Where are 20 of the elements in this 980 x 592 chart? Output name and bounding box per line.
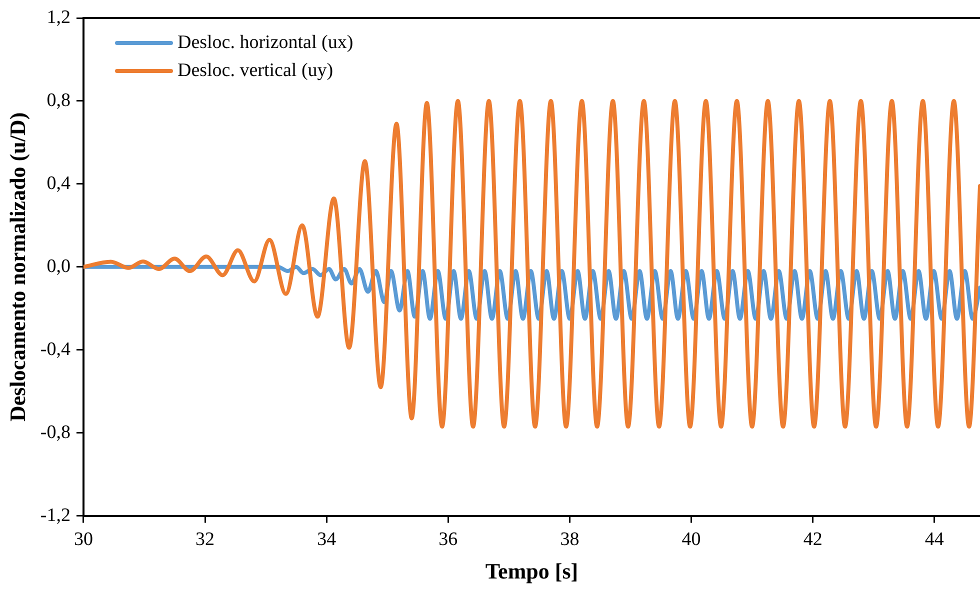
x-tick-label: 34: [317, 529, 337, 550]
x-tick-label: 36: [438, 529, 458, 550]
y-tick-label: 0,4: [46, 172, 71, 194]
x-tick-label: 40: [682, 529, 701, 550]
x-tick-label: 42: [803, 529, 822, 550]
legend-label: Desloc. horizontal (ux): [177, 32, 354, 54]
x-tick-label: 30: [74, 529, 93, 550]
y-tick-label: 1,2: [46, 6, 70, 28]
line-series: [83, 98, 980, 429]
y-tick-label: -0,8: [40, 422, 70, 443]
y-axis-title: Deslocamento normalizado (u/D): [4, 112, 30, 422]
y-tick-label: -1,2: [40, 504, 70, 526]
x-tick-label: 32: [196, 529, 215, 550]
x-tick-label: 38: [560, 529, 580, 550]
y-tick-label: 0,8: [46, 90, 70, 111]
x-tick-label: 44: [924, 529, 944, 550]
y-tick-label: 0,0: [46, 256, 70, 277]
x-axis-title: Tempo [s]: [485, 558, 578, 584]
legend-label: Desloc. vertical (uy): [177, 60, 334, 82]
y-tick-label: -0,4: [40, 338, 71, 360]
